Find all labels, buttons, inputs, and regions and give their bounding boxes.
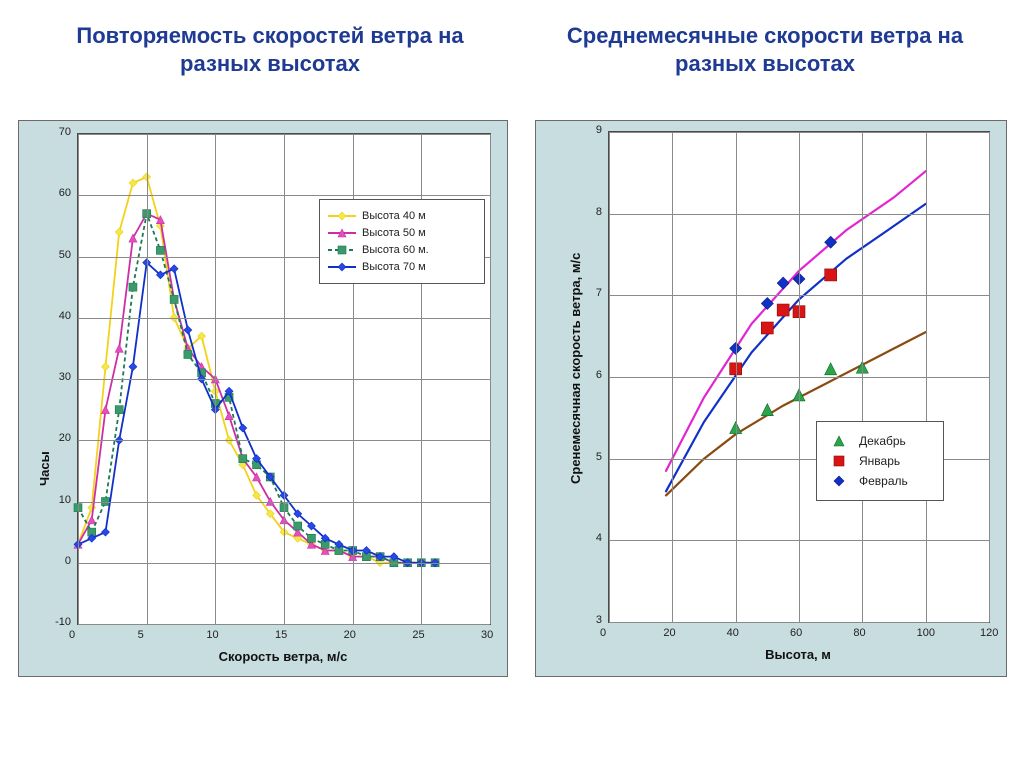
- y-tick-label: 4: [596, 532, 602, 544]
- title-left: Повторяемость скоростей ветра на разных …: [55, 22, 485, 77]
- legend-item: Высота 40 м: [328, 209, 476, 223]
- y-tick-label: 70: [59, 126, 71, 138]
- x-tick-label: 10: [206, 629, 218, 641]
- title-right: Среднемесячные скорости ветра на разных …: [535, 22, 995, 77]
- x-tick-label: 60: [790, 627, 802, 639]
- left-x-axis-label: Скорость ветра, м/с: [77, 649, 489, 664]
- y-tick-label: 60: [59, 187, 71, 199]
- legend-item: Декабрь: [825, 434, 935, 448]
- right-legend: Декабрь Январь Февраль: [816, 421, 944, 501]
- x-tick-label: 5: [138, 629, 144, 641]
- y-tick-label: 5: [596, 451, 602, 463]
- right-chart-panel: Декабрь Январь Февраль Высота, м Сренемеся…: [535, 120, 1007, 677]
- x-tick-label: 40: [727, 627, 739, 639]
- legend-label: Декабрь: [859, 434, 906, 448]
- x-tick-label: 0: [600, 627, 606, 639]
- legend-item: Высота 60 м.: [328, 243, 476, 257]
- y-tick-label: 0: [65, 555, 71, 567]
- y-tick-label: 8: [596, 206, 602, 218]
- legend-item: Высота 70 м: [328, 260, 476, 274]
- legend-label: Январь: [859, 454, 900, 468]
- y-tick-label: 30: [59, 371, 71, 383]
- x-tick-label: 100: [917, 627, 935, 639]
- y-tick-label: 10: [59, 494, 71, 506]
- x-tick-label: 15: [275, 629, 287, 641]
- legend-label: Февраль: [859, 474, 908, 488]
- y-tick-label: 7: [596, 287, 602, 299]
- legend-label: Высота 40 м: [362, 210, 426, 222]
- x-tick-label: 30: [481, 629, 493, 641]
- x-tick-label: 20: [663, 627, 675, 639]
- legend-item: Январь: [825, 454, 935, 468]
- x-tick-label: 25: [412, 629, 424, 641]
- legend-label: Высота 60 м.: [362, 244, 429, 256]
- x-tick-label: 20: [344, 629, 356, 641]
- y-tick-label: -10: [55, 616, 71, 628]
- y-tick-label: 6: [596, 369, 602, 381]
- right-plot-area: [608, 131, 990, 623]
- x-tick-label: 80: [853, 627, 865, 639]
- legend-label: Высота 50 м: [362, 227, 426, 239]
- y-tick-label: 50: [59, 249, 71, 261]
- y-tick-label: 20: [59, 432, 71, 444]
- right-y-axis-label: Сренемесячная скорость ветра, м/с: [568, 252, 583, 483]
- page-root: { "page": { "width": 1024, "height": 768…: [0, 0, 1024, 768]
- left-y-axis-label: Часы: [37, 451, 52, 486]
- left-legend: Высота 40 м Высота 50 м Высота 60 м. Высота…: [319, 199, 485, 284]
- left-chart-panel: Высота 40 м Высота 50 м Высота 60 м. Высота…: [18, 120, 508, 677]
- x-tick-label: 120: [980, 627, 998, 639]
- legend-label: Высота 70 м: [362, 261, 426, 273]
- y-tick-label: 40: [59, 310, 71, 322]
- y-tick-label: 3: [596, 614, 602, 626]
- y-tick-label: 9: [596, 124, 602, 136]
- right-x-axis-label: Высота, м: [608, 647, 988, 662]
- legend-item: Февраль: [825, 474, 935, 488]
- x-tick-label: 0: [69, 629, 75, 641]
- legend-item: Высота 50 м: [328, 226, 476, 240]
